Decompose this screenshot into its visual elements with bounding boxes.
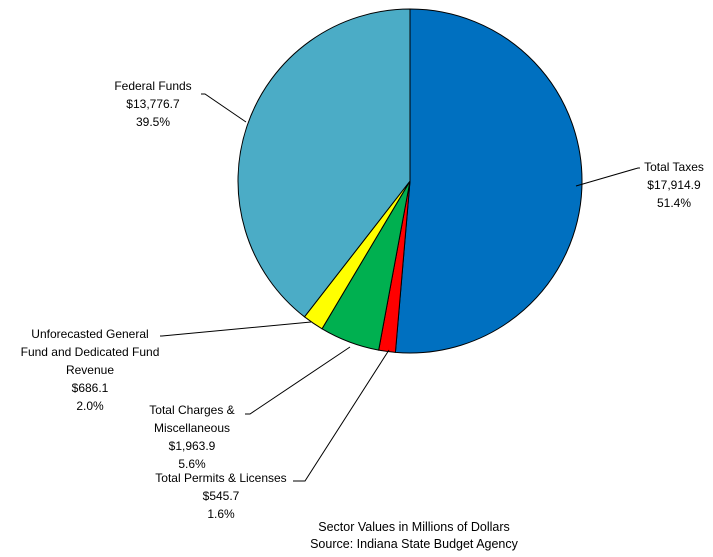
slice-value: $686.1 [72, 381, 109, 395]
slice-percent: 39.5% [136, 115, 170, 129]
slice-name: Federal Funds [114, 79, 191, 93]
pie-slices [237, 8, 583, 354]
leader-line [293, 349, 390, 482]
slice-labels: Total Taxes $17,914.9 51.4% Total Permits &… [21, 79, 704, 521]
slice-percent: 1.6% [207, 507, 235, 521]
footnote-source: Source: Indiana State Budget Agency [310, 537, 519, 551]
slice-label: Total Permits & Licenses $545.7 1.6% [155, 471, 286, 521]
footnote-units: Sector Values in Millions of Dollars [318, 520, 510, 534]
leader-line [575, 167, 640, 187]
slice-label: Unforecasted General Fund and Dedicated F… [21, 327, 160, 413]
slice-name: Total Taxes [644, 160, 704, 174]
slice-value: $13,776.7 [126, 97, 180, 111]
slice-percent: 5.6% [178, 457, 206, 471]
leader-line [201, 93, 247, 123]
slice-name: Unforecasted General [31, 327, 148, 341]
slice-label: Total Charges & Miscellaneous $1,963.9 5.6% [149, 403, 234, 471]
pie-slice-total-taxes [394, 8, 583, 354]
pie-slice-federal-funds [237, 8, 411, 318]
slice-name: Miscellaneous [154, 421, 230, 435]
slice-name: Total Permits & Licenses [155, 471, 286, 485]
slice-percent: 2.0% [76, 399, 104, 413]
leader-lines [160, 93, 640, 482]
leader-line [245, 346, 351, 415]
slice-label: Total Taxes $17,914.9 51.4% [644, 160, 704, 210]
slice-percent: 51.4% [657, 196, 691, 210]
leader-line [160, 321, 312, 337]
slice-value: $545.7 [203, 489, 240, 503]
slice-name: Revenue [66, 363, 114, 377]
slice-name: Fund and Dedicated Fund [21, 345, 160, 359]
slice-name: Total Charges & [149, 403, 234, 417]
slice-label: Federal Funds $13,776.7 39.5% [114, 79, 191, 129]
slice-value: $1,963.9 [169, 439, 216, 453]
slice-value: $17,914.9 [647, 178, 701, 192]
